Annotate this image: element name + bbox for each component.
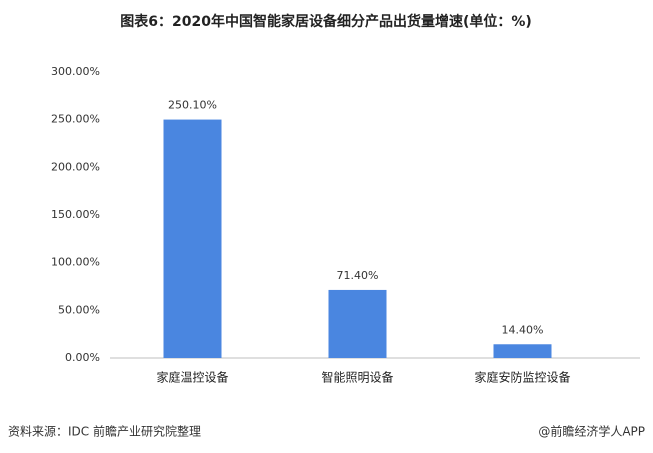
y-tick-label: 100.00% (51, 256, 100, 269)
bar (493, 344, 552, 358)
source: 资料来源：IDC 前瞻产业研究院整理 (8, 424, 201, 439)
y-tick-label: 250.00% (51, 113, 100, 126)
y-tick-label: 50.00% (58, 303, 100, 316)
x-tick-label: 智能照明设备 (321, 370, 393, 385)
value-label: 14.40% (502, 323, 544, 336)
bar (328, 289, 387, 358)
value-label: 250.10% (168, 99, 217, 112)
credit: @前瞻经济学人APP (538, 424, 645, 439)
x-tick-label: 家庭安防监控设备 (474, 370, 570, 385)
y-tick-label: 200.00% (51, 160, 100, 173)
bar (163, 119, 222, 358)
y-tick-label: 300.00% (51, 65, 100, 78)
y-tick-label: 150.00% (51, 208, 100, 221)
x-tick-label: 家庭温控设备 (156, 370, 228, 385)
chart-title: 图表6：2020年中国智能家居设备细分产品出货量增速(单位：%) (120, 13, 532, 30)
y-tick-label: 0.00% (65, 351, 100, 364)
value-label: 71.40% (337, 269, 379, 282)
